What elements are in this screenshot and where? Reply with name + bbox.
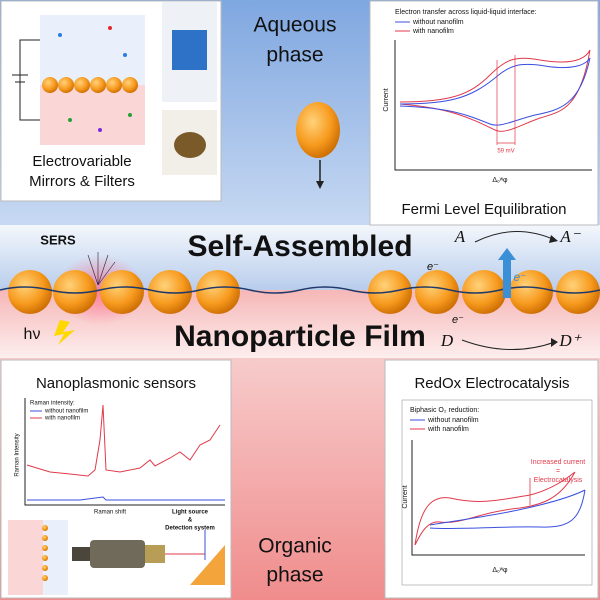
sensor-film xyxy=(42,525,48,581)
annotation: = xyxy=(556,468,560,475)
circuit xyxy=(12,39,40,121)
phase-label: Aqueous xyxy=(254,14,337,37)
cv-without xyxy=(429,489,586,530)
title: Self-Assembled xyxy=(187,230,412,263)
annotation: Increased current xyxy=(531,459,586,466)
lightning xyxy=(54,320,75,345)
organic-region xyxy=(40,85,145,145)
objective xyxy=(90,540,145,568)
electron: e⁻ xyxy=(452,314,464,326)
device-label: Light source xyxy=(172,510,209,516)
arrow xyxy=(461,339,556,350)
film xyxy=(42,77,138,93)
aqueous-region xyxy=(40,15,145,85)
caption: Nanoplasmonic sensors xyxy=(36,375,196,392)
caption: Fermi Level Equilibration xyxy=(401,201,566,218)
panel-top-right: Electron transfer across liquid-liquid i… xyxy=(369,0,599,226)
legend: without nanofilm xyxy=(44,409,88,415)
electron: e⁻ xyxy=(427,261,439,273)
legend: with nanofilm xyxy=(412,28,454,35)
caption: Mirrors & Filters xyxy=(29,173,135,190)
y-label: Current xyxy=(402,485,409,508)
title: Nanoparticle Film xyxy=(174,320,426,353)
photo-blue xyxy=(172,30,207,70)
y-label: Raman Intensity xyxy=(15,433,21,476)
x-label: Raman shift xyxy=(94,510,126,516)
panel-bottom-left: Nanoplasmonic sensors Raman intensity: w… xyxy=(0,359,232,599)
prism xyxy=(190,545,225,585)
panel-frame xyxy=(369,0,599,226)
interface xyxy=(0,286,600,294)
arrowhead xyxy=(316,181,324,189)
hv-label: hν xyxy=(24,326,41,343)
ions xyxy=(58,26,132,132)
sers-label: SERS xyxy=(40,232,76,247)
plot-title: Raman intensity: xyxy=(30,401,75,407)
arrowhead xyxy=(549,235,558,243)
plot-frame xyxy=(401,399,593,586)
cv-curve-with xyxy=(399,49,591,132)
sensor-region xyxy=(8,520,43,595)
legend: with nanofilm xyxy=(44,416,80,422)
cv-curve-without xyxy=(399,57,591,126)
y-label: Current xyxy=(383,88,390,111)
axes xyxy=(411,440,585,556)
nanoparticle xyxy=(296,102,340,158)
species: D⁺ xyxy=(558,331,582,350)
panel-bottom-right: RedOx Electrocatalysis Biphasic O₂ reduc… xyxy=(384,359,599,599)
raman-without xyxy=(27,496,225,501)
axes xyxy=(24,398,225,506)
center-band: SERS hν Self-Assembled Nanoparticle Film… xyxy=(0,227,600,353)
annotation: Electrocatalysis xyxy=(534,477,583,484)
legend: without nanofilm xyxy=(412,19,464,26)
phase-label: phase xyxy=(266,564,323,587)
phase-label: Organic xyxy=(258,535,332,558)
objective xyxy=(145,545,165,563)
nanoparticle-film-right xyxy=(368,270,600,314)
nanoparticle-film-left xyxy=(8,270,240,314)
electron-arrowhead xyxy=(498,248,516,260)
legend: without nanofilm xyxy=(427,417,479,424)
panel-top-left: Electrovariable Mirrors & Filters xyxy=(0,0,222,202)
raman-with xyxy=(26,404,221,477)
electron: e⁻ xyxy=(513,270,526,284)
axes xyxy=(394,40,592,171)
x-label: Δₒʷφ xyxy=(492,567,508,574)
legend: with nanofilm xyxy=(427,426,469,433)
caption: RedOx Electrocatalysis xyxy=(414,375,569,392)
phase-label: phase xyxy=(266,44,323,67)
plot-title: Biphasic O₂ reduction: xyxy=(410,407,479,414)
electron-arrow xyxy=(503,258,511,298)
species: D xyxy=(440,331,454,350)
plot-title: Electron transfer across liquid-liquid i… xyxy=(395,9,537,16)
species: A⁻ xyxy=(559,227,581,246)
device-label: & xyxy=(188,518,193,524)
cv-with xyxy=(414,471,576,546)
device-label: Detection system xyxy=(165,526,215,532)
x-label: Δₒʷφ xyxy=(492,177,508,184)
sers-rays xyxy=(87,252,116,286)
annotation: 59 mV xyxy=(497,149,514,155)
photo-mirror xyxy=(174,132,206,158)
arrowhead xyxy=(551,338,558,347)
caption: Electrovariable xyxy=(32,153,131,170)
objective xyxy=(72,547,90,561)
species: A xyxy=(454,227,466,246)
arrow xyxy=(474,231,556,243)
